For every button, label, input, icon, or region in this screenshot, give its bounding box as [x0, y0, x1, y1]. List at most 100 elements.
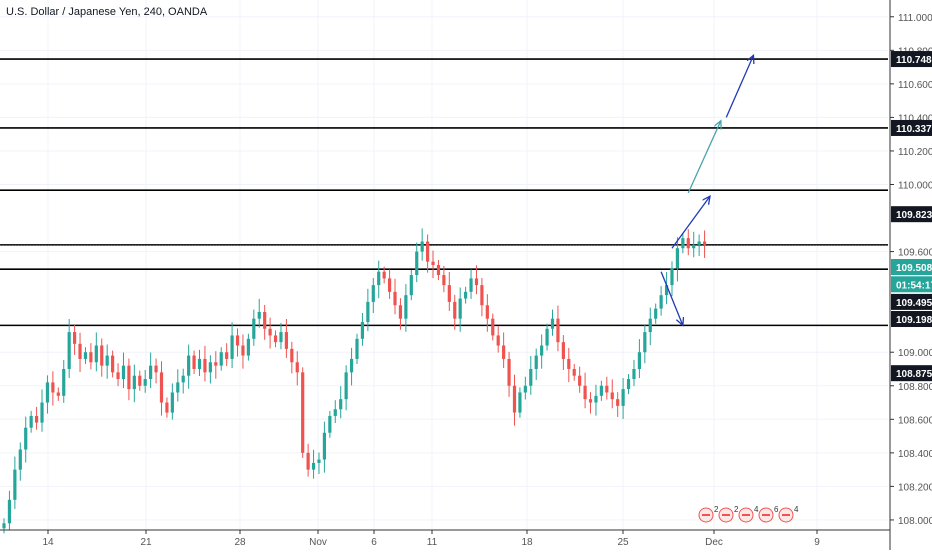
candle-up [355, 333, 359, 364]
candle-body [496, 335, 500, 346]
candle-up [45, 375, 50, 414]
candle-body [241, 345, 245, 356]
trend-arrow [687, 121, 721, 194]
price-label-text: 110.337 [896, 124, 932, 135]
candle-down [78, 332, 82, 373]
candle-body [540, 345, 544, 356]
candle-body [643, 332, 647, 353]
candle-body [339, 399, 343, 410]
candle-up [550, 309, 555, 336]
candle-body [40, 402, 44, 423]
price-tick-label: 109.000 [898, 348, 932, 359]
candle-up [594, 384, 598, 416]
candle-body [116, 372, 120, 380]
price-label-bg [891, 311, 932, 328]
candle-body [431, 261, 435, 265]
candle-body [447, 285, 451, 302]
candle-up [149, 352, 153, 389]
candle-down [502, 332, 506, 368]
candle-down [561, 335, 565, 370]
candle-body [159, 372, 164, 403]
candle-down [154, 358, 158, 384]
candle-up [664, 272, 669, 305]
price-label-text: 108.875 [896, 369, 932, 380]
candle-down [447, 272, 451, 311]
candle-body [572, 368, 576, 376]
candle-down [578, 366, 582, 393]
candle-up [637, 339, 641, 379]
candle-up [279, 323, 283, 350]
candle-up [529, 355, 533, 395]
time-tick-label: 25 [617, 537, 629, 548]
candle-up [681, 233, 685, 254]
candle-body [105, 355, 109, 366]
candle-down [51, 371, 55, 406]
price-axis[interactable]: 111.000110.800110.600110.400110.200110.0… [889, 0, 932, 550]
candle-down [605, 376, 609, 400]
candle-body [360, 322, 365, 339]
candle-body [610, 392, 614, 400]
candle-body [371, 285, 375, 302]
candle-up [29, 410, 33, 433]
trend-arrow [660, 271, 683, 326]
candle-down [496, 326, 500, 353]
candle-body [393, 291, 397, 306]
candle-up [67, 319, 71, 379]
candle-up [24, 416, 28, 463]
candle-up [670, 261, 674, 297]
candle-body [561, 342, 565, 359]
candle-up [322, 421, 327, 473]
price-tick-label: 108.400 [898, 449, 932, 460]
candle-body [507, 358, 511, 386]
candle-body [208, 362, 212, 373]
price-label-text: 109.823 [896, 210, 932, 221]
candle-down [556, 305, 560, 352]
chart-title: U.S. Dollar / Japanese Yen, 240, OANDA [6, 6, 208, 18]
candle-up [675, 237, 680, 282]
candle-body [474, 278, 479, 286]
candle-down [165, 397, 169, 418]
time-tick-label: 14 [42, 537, 54, 548]
candle-up [349, 347, 354, 386]
candle-up [208, 355, 212, 384]
price-label-bg [891, 276, 932, 293]
candle-body [121, 365, 126, 380]
price-label-bg [891, 51, 932, 68]
candle-body [534, 355, 538, 369]
candle-up [62, 359, 66, 403]
candle-down [702, 230, 707, 258]
event-badges[interactable]: 2 2 4 6 4 [698, 505, 799, 523]
candle-up [697, 234, 701, 256]
candle-up [377, 260, 381, 299]
horizontal-levels [0, 58, 888, 327]
candle-body [311, 462, 316, 470]
candle-up [420, 228, 424, 261]
candle-down [284, 319, 288, 358]
candle-body [322, 432, 327, 460]
candle-up [371, 278, 375, 313]
candle-body [545, 328, 549, 346]
candle-body [355, 338, 359, 359]
candle-body [344, 372, 348, 400]
candle-body [56, 392, 60, 396]
price-label-bg [891, 293, 932, 310]
candle-body [664, 285, 669, 296]
price-tick-label: 110.200 [898, 147, 932, 158]
candle-up [518, 387, 522, 418]
candle-up [534, 348, 538, 381]
candle-body [132, 375, 136, 390]
candle-body [436, 265, 441, 276]
candle-body [426, 241, 430, 262]
candle-up [83, 347, 88, 364]
grid-layer [0, 0, 888, 530]
time-axis[interactable]: 14 21 28 Nov 6 11 18 25 Dec 9 [0, 529, 890, 548]
candle-body [225, 352, 229, 359]
arrows-layer [660, 55, 753, 326]
candle-up [317, 452, 321, 474]
time-tick-label: 28 [234, 537, 246, 548]
candle-body [149, 365, 153, 380]
candle-body [284, 332, 288, 349]
candle-body [491, 318, 495, 336]
